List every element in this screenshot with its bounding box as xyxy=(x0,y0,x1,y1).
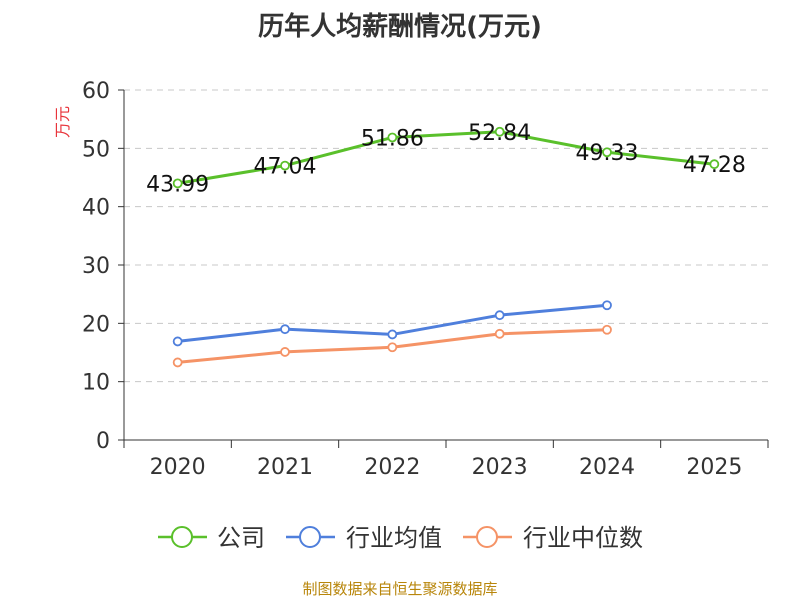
data-point xyxy=(387,342,398,353)
data-point xyxy=(494,328,505,339)
data-point xyxy=(280,347,290,357)
data-point xyxy=(387,329,398,340)
data-point xyxy=(602,147,612,158)
chart-title: 历年人均薪酬情况(万元) xyxy=(258,12,542,42)
y-tick-label: 60 xyxy=(82,79,110,104)
x-tick-label: 2024 xyxy=(579,455,635,480)
x-tick-label: 2022 xyxy=(364,455,420,480)
legend-marker xyxy=(171,526,193,548)
x-tick-label: 2020 xyxy=(150,455,206,480)
y-tick-label: 20 xyxy=(82,312,110,337)
legend-label: 行业均值 xyxy=(346,524,442,552)
x-tick-label: 2021 xyxy=(257,455,313,480)
legend-label: 公司 xyxy=(217,524,265,552)
data-point xyxy=(602,324,612,335)
legend-marker xyxy=(299,526,321,548)
data-point xyxy=(602,300,612,311)
data-label: 52.84 xyxy=(468,121,531,146)
data-point xyxy=(494,310,505,321)
data-point xyxy=(494,126,505,137)
data-point xyxy=(709,159,720,170)
series-lines xyxy=(172,126,720,368)
data-point xyxy=(172,336,183,347)
axes: 0 10 20 30 40 50 60 2020 2021 2022 2023 2024 2025 万元 xyxy=(53,79,769,480)
series-line-0 xyxy=(177,130,715,185)
data-point xyxy=(387,132,398,143)
legend: 公司 行业均值 行业中位数 xyxy=(158,524,643,552)
source-note: 制图数据来自恒生聚源数据库 xyxy=(302,580,498,598)
x-tick-label: 2025 xyxy=(686,455,742,480)
data-point xyxy=(280,324,290,335)
y-axis-title: 万元 xyxy=(53,106,72,138)
y-tick-label: 0 xyxy=(96,429,110,454)
data-point xyxy=(280,160,290,171)
legend-label: 行业中位数 xyxy=(523,524,643,552)
data-label: 51.86 xyxy=(361,126,424,151)
data-point xyxy=(172,357,183,368)
legend-marker xyxy=(476,526,498,548)
data-label: 49.33 xyxy=(576,141,639,166)
data-point xyxy=(172,178,183,189)
data-label: 47.04 xyxy=(254,155,317,180)
y-tick-label: 40 xyxy=(82,196,110,221)
data-label: 47.28 xyxy=(683,153,746,178)
data-label: 43.99 xyxy=(146,172,209,197)
y-tick-label: 50 xyxy=(82,137,110,162)
y-tick-label: 30 xyxy=(82,254,110,279)
data-labels: 43.99 47.04 51.86 52.84 49.33 47.28 xyxy=(146,121,746,198)
x-tick-label: 2023 xyxy=(472,455,528,480)
y-tick-label: 10 xyxy=(82,371,110,396)
